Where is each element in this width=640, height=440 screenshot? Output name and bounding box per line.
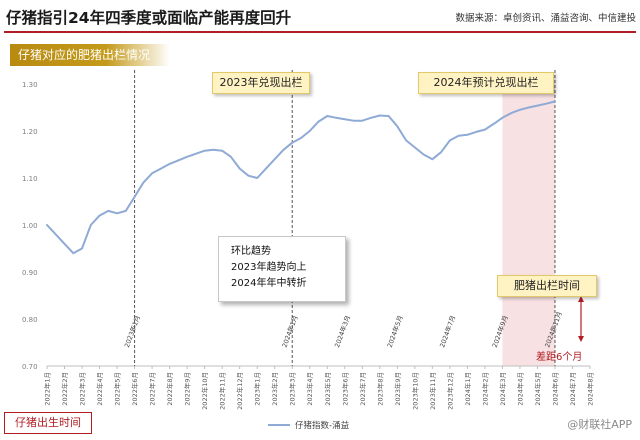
lag-label: 差距6个月 (536, 352, 583, 363)
x-tick-label-29: 2024年6月 (550, 372, 559, 406)
note-line-1: 环比趋势 (231, 246, 271, 257)
x-tick-label-23: 2023年12月 (445, 372, 454, 410)
lag-arrow-head-down (578, 336, 584, 342)
tag-2023-delivery: 2023年兑现出栏 (212, 72, 310, 94)
x-tick-label-19: 2023年8月 (375, 372, 384, 406)
x-tick-label-6: 2022年7月 (148, 372, 157, 406)
watermark: @财联社APP (567, 418, 632, 431)
x-tick-label-1: 2022年2月 (60, 372, 69, 406)
marker-label-4: 2024年7月 (437, 314, 457, 349)
marker-label-1: 2024年1月 (280, 314, 300, 349)
y-tick-label-0: 0.70 (22, 363, 38, 371)
x-tick-label-22: 2023年11月 (428, 372, 437, 410)
y-tick-label-3: 1.00 (22, 222, 38, 230)
x-tick-label-30: 2024年7月 (568, 372, 577, 406)
marker-label-2: 2024年3月 (332, 314, 352, 349)
y-tick-label-1: 0.80 (22, 316, 38, 324)
piglet-birth-tag: 仔猪出生时间 (4, 412, 92, 434)
y-tick-label-4: 1.10 (22, 175, 38, 183)
x-tick-label-4: 2022年5月 (113, 372, 122, 406)
x-tick-label-28: 2024年5月 (533, 372, 542, 406)
note-line-3: 2024年年中转折 (231, 278, 307, 289)
title-rule (4, 31, 636, 33)
tag-2024-expected: 2024年预计兑现出栏 (418, 72, 554, 94)
x-tick-label-7: 2022年8月 (165, 372, 174, 406)
source-note: 数据来源：卓创资讯、涌益咨询、中信建投 (455, 13, 636, 24)
tag-fattening-time: 肥猪出栏时间 (497, 275, 597, 297)
x-tick-label-8: 2022年9月 (183, 372, 192, 406)
x-tick-label-18: 2023年7月 (358, 372, 367, 406)
x-tick-label-31: 2024年8月 (586, 372, 595, 406)
legend-label: 仔猪指数-涌益 (295, 420, 350, 431)
marker-label-3: 2024年5月 (385, 314, 405, 349)
x-tick-label-26: 2024年3月 (498, 372, 507, 406)
y-tick-label-6: 1.30 (22, 81, 38, 89)
lag-arrow-head-up (578, 296, 584, 302)
x-tick-label-17: 2023年6月 (340, 372, 349, 406)
x-tick-label-27: 2024年4月 (515, 372, 524, 406)
x-tick-label-15: 2023年4月 (305, 372, 314, 406)
x-tick-label-12: 2023年1月 (253, 372, 262, 406)
x-tick-label-25: 2024年2月 (480, 372, 489, 406)
x-tick-label-2: 2022年3月 (78, 372, 87, 406)
shaded-fattening-period (502, 84, 555, 366)
x-tick-label-24: 2024年1月 (463, 372, 472, 406)
x-tick-label-21: 2023年10月 (410, 372, 419, 410)
x-tick-label-13: 2023年2月 (270, 372, 279, 406)
x-tick-label-11: 2022年12月 (235, 372, 244, 410)
y-tick-label-5: 1.20 (22, 128, 38, 136)
x-tick-label-14: 2023年3月 (288, 372, 297, 406)
x-tick-label-16: 2023年5月 (323, 372, 332, 406)
x-tick-label-9: 2022年10月 (200, 372, 209, 410)
x-tick-label-10: 2022年11月 (218, 372, 227, 410)
x-tick-label-20: 2023年9月 (393, 372, 402, 406)
note-line-2: 2023年趋势向上 (231, 262, 307, 273)
x-tick-label-3: 2022年4月 (95, 372, 104, 406)
section-banner: 仔猪对应的肥猪出栏情况 (10, 44, 170, 66)
series-line-piglet-index (46, 100, 556, 255)
page-title: 仔猪指引24年四季度或面临产能再度回升 (6, 9, 292, 27)
trend-note-box: 环比趋势 2023年趋势向上 2024年年中转折 (218, 236, 346, 302)
marker-label-0: 2023年1月 (122, 314, 142, 349)
y-tick-label-2: 0.90 (22, 269, 38, 277)
x-tick-label-0: 2022年1月 (43, 372, 52, 406)
x-tick-label-5: 2022年6月 (130, 372, 139, 406)
